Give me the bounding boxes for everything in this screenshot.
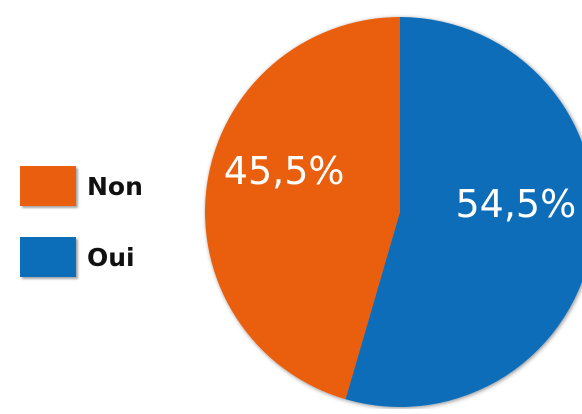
pie-data-label-non: 45,5%	[224, 149, 345, 193]
legend-label-non: Non	[87, 171, 143, 201]
pie-slice-oui	[345, 17, 582, 407]
legend-swatch-oui	[20, 237, 76, 277]
pie-slice-non	[205, 17, 400, 400]
legend-label-oui: Oui	[87, 242, 135, 272]
pie-data-label-oui: 54,5%	[455, 182, 576, 226]
pie-data-labels: 45,5% 54,5%	[224, 149, 576, 226]
legend-swatch-non	[20, 166, 76, 206]
legend: Non Oui	[20, 166, 143, 277]
legend-item-non: Non	[20, 166, 143, 206]
pie-slices	[205, 17, 582, 407]
legend-item-oui: Oui	[20, 237, 143, 277]
